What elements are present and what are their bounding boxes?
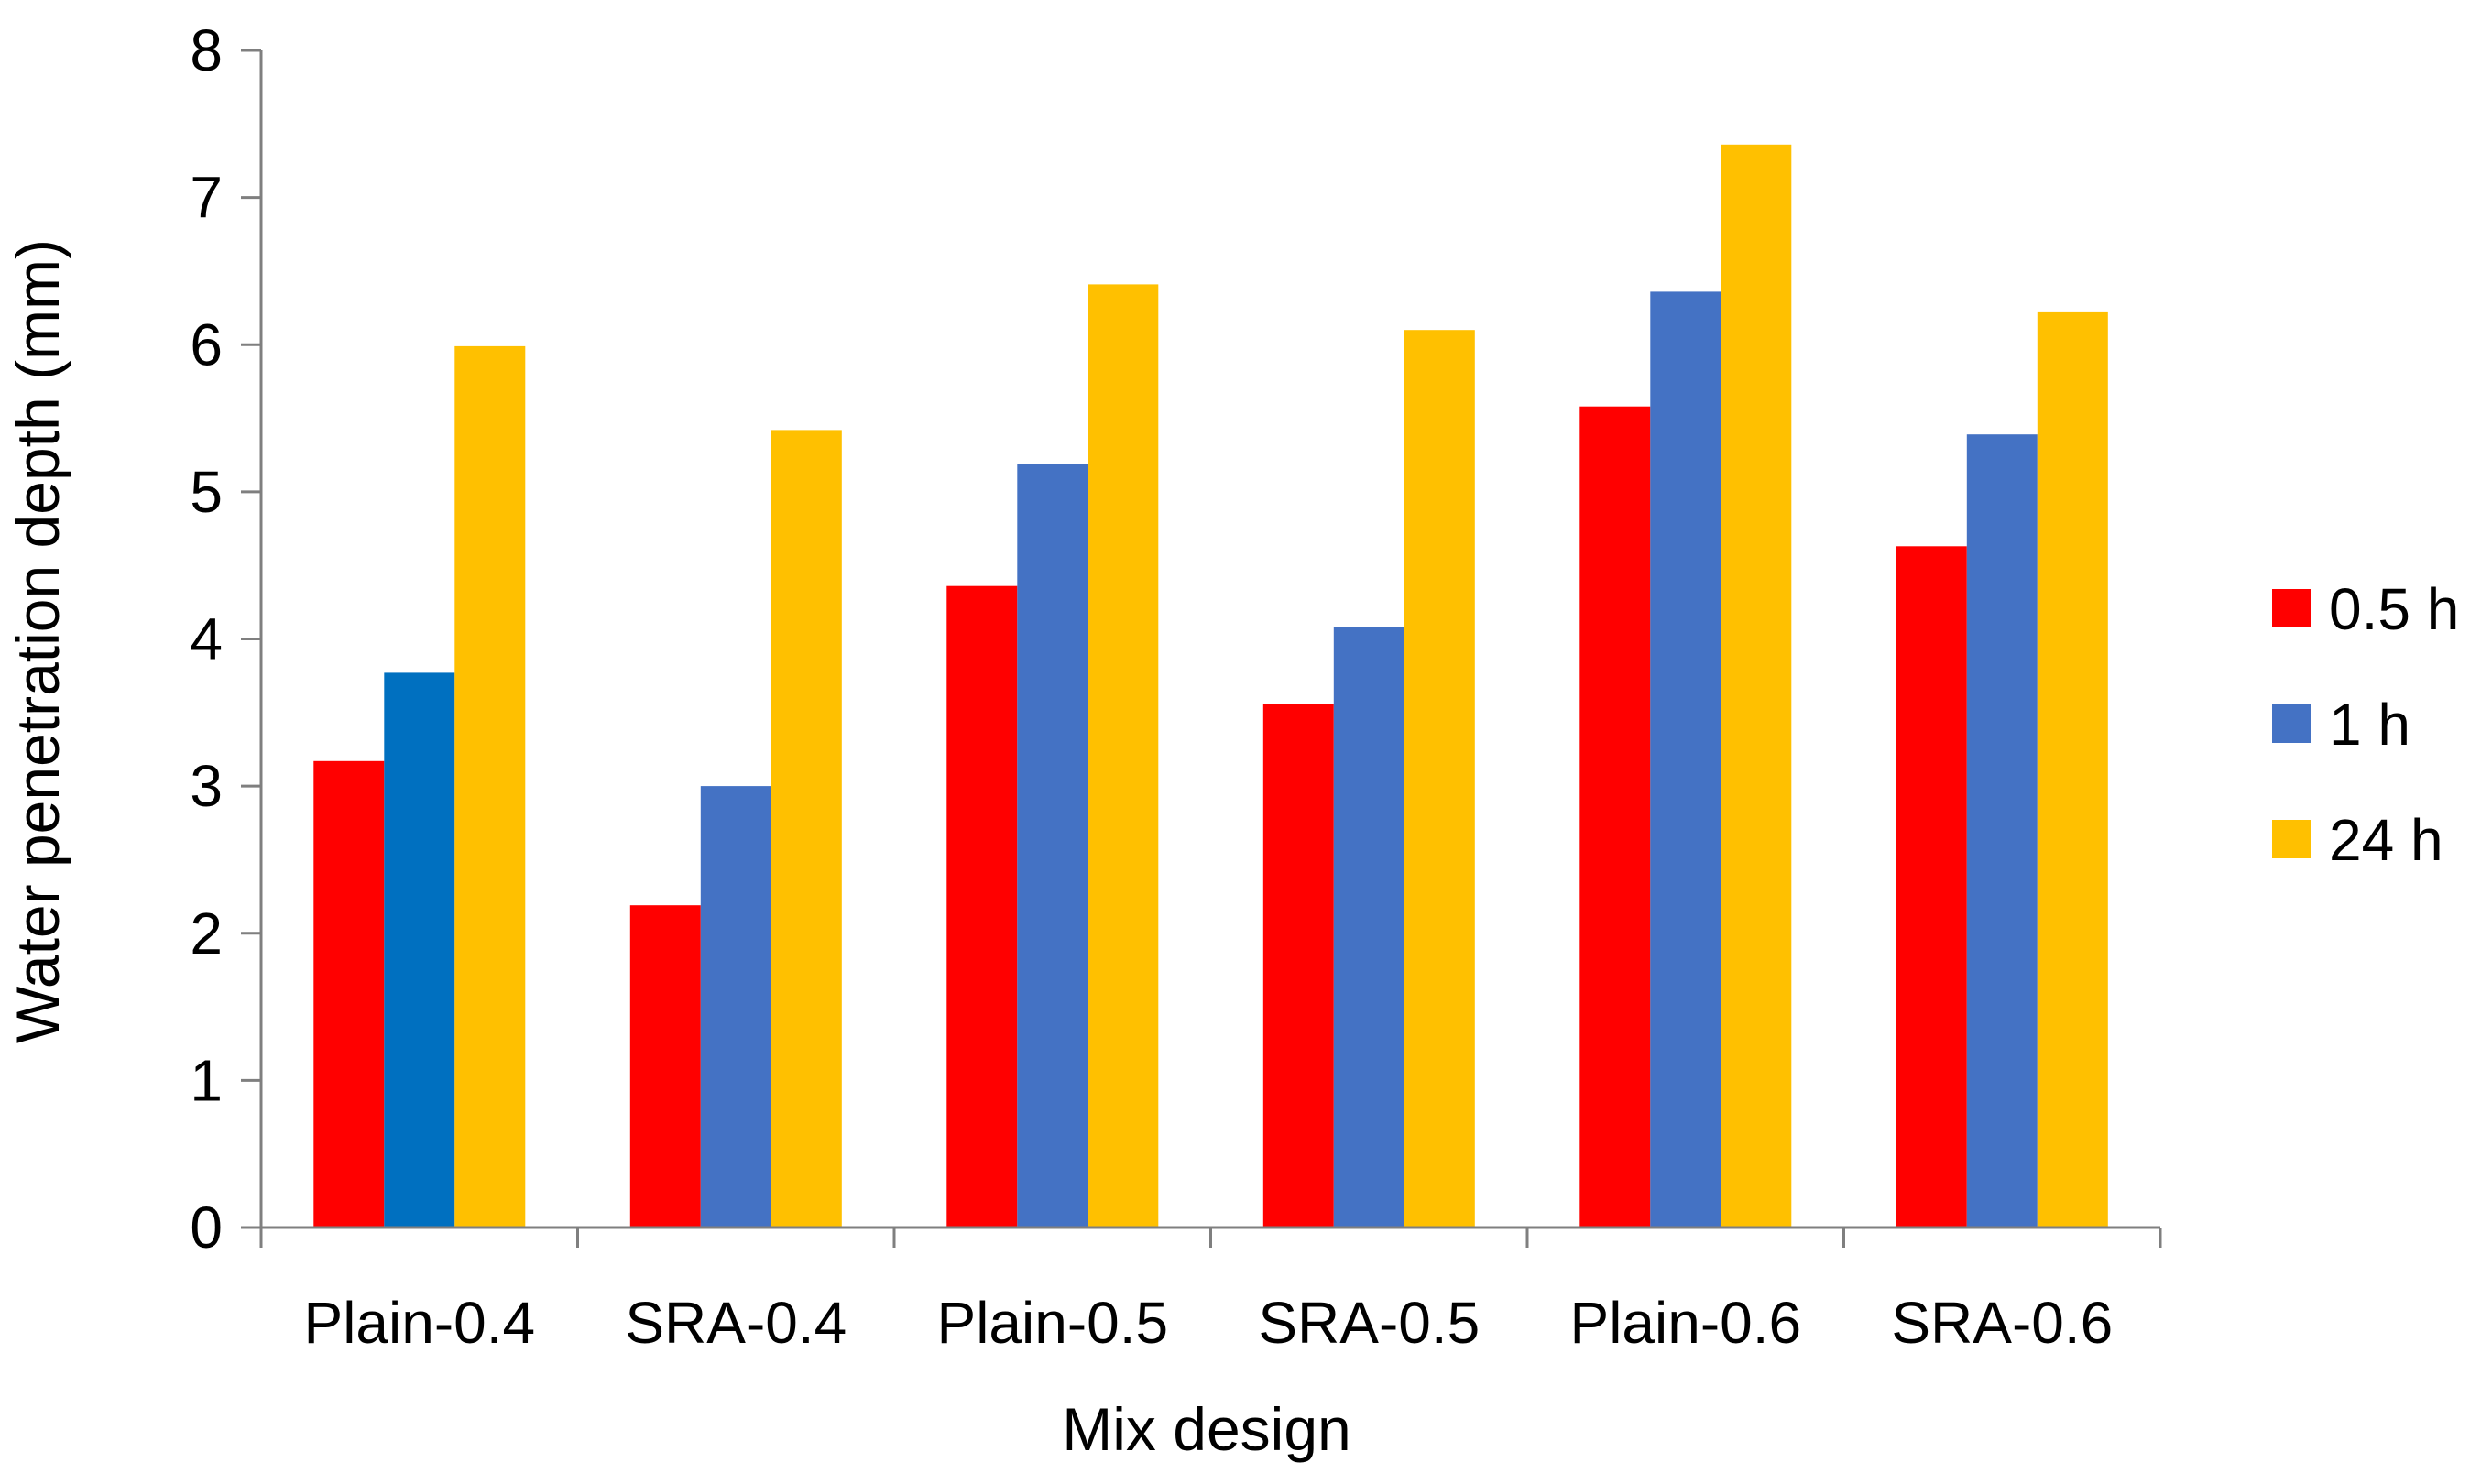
legend-label: 0.5 h — [2329, 576, 2459, 642]
bar-sra-0.5-1h — [1333, 627, 1404, 1228]
x-tick-label: Plain-0.6 — [1570, 1290, 1802, 1356]
legend-label: 24 h — [2329, 807, 2443, 873]
y-axis-title: Water penetration depth (mm) — [4, 239, 71, 1043]
y-axis: 0 1 2 3 4 5 6 7 8 — [190, 17, 263, 1260]
legend-swatch — [2272, 820, 2311, 858]
bar-plain-0.5-24h — [1088, 284, 1159, 1228]
x-tick-label: Plain-0.5 — [937, 1290, 1169, 1356]
bar-sra-0.4-05h — [629, 905, 701, 1228]
y-tick-label: 4 — [190, 606, 223, 672]
x-tick-label: SRA-0.6 — [1891, 1290, 2113, 1356]
bar-plain-0.5-05h — [946, 585, 1018, 1228]
bar-sra-0.5-05h — [1262, 704, 1334, 1228]
bar-sra-0.6-24h — [2037, 311, 2108, 1228]
y-tick-label: 0 — [190, 1195, 223, 1260]
bar-sra-0.4-24h — [771, 430, 842, 1228]
legend: 0.5 h 1 h 24 h — [2272, 576, 2459, 873]
x-axis-title: Mix design — [1062, 1395, 1350, 1463]
x-tick-label: Plain-0.4 — [304, 1290, 536, 1356]
legend-swatch — [2272, 704, 2311, 743]
bar-sra-0.6-1h — [1966, 434, 2038, 1228]
legend-label: 1 h — [2329, 692, 2410, 758]
x-tick-label: SRA-0.5 — [1258, 1290, 1480, 1356]
bar-sra-0.4-1h — [700, 786, 771, 1228]
bar-plain-0.4-1h — [384, 672, 455, 1228]
y-tick-label: 1 — [190, 1047, 223, 1113]
bar-sra-0.6-05h — [1896, 546, 1967, 1228]
bars-group — [313, 144, 2108, 1228]
legend-swatch — [2272, 589, 2311, 627]
bar-sra-0.5-24h — [1404, 330, 1475, 1228]
y-tick-label: 6 — [190, 311, 223, 377]
y-tick-label: 7 — [190, 165, 223, 231]
y-tick-label: 8 — [190, 17, 223, 83]
bar-plain-0.4-24h — [454, 345, 526, 1228]
y-tick-label: 2 — [190, 900, 223, 966]
bar-plain-0.6-05h — [1579, 406, 1651, 1228]
x-axis: Plain-0.4 SRA-0.4 Plain-0.5 SRA-0.5 Plain-0.… — [259, 1226, 2162, 1356]
bar-plain-0.6-1h — [1650, 291, 1721, 1228]
y-tick-label: 3 — [190, 753, 223, 819]
bar-plain-0.6-24h — [1721, 144, 1792, 1228]
x-tick-label: SRA-0.4 — [625, 1290, 847, 1356]
bar-plain-0.4-05h — [313, 760, 385, 1228]
bar-plain-0.5-1h — [1017, 464, 1088, 1228]
y-tick-label: 5 — [190, 459, 223, 525]
